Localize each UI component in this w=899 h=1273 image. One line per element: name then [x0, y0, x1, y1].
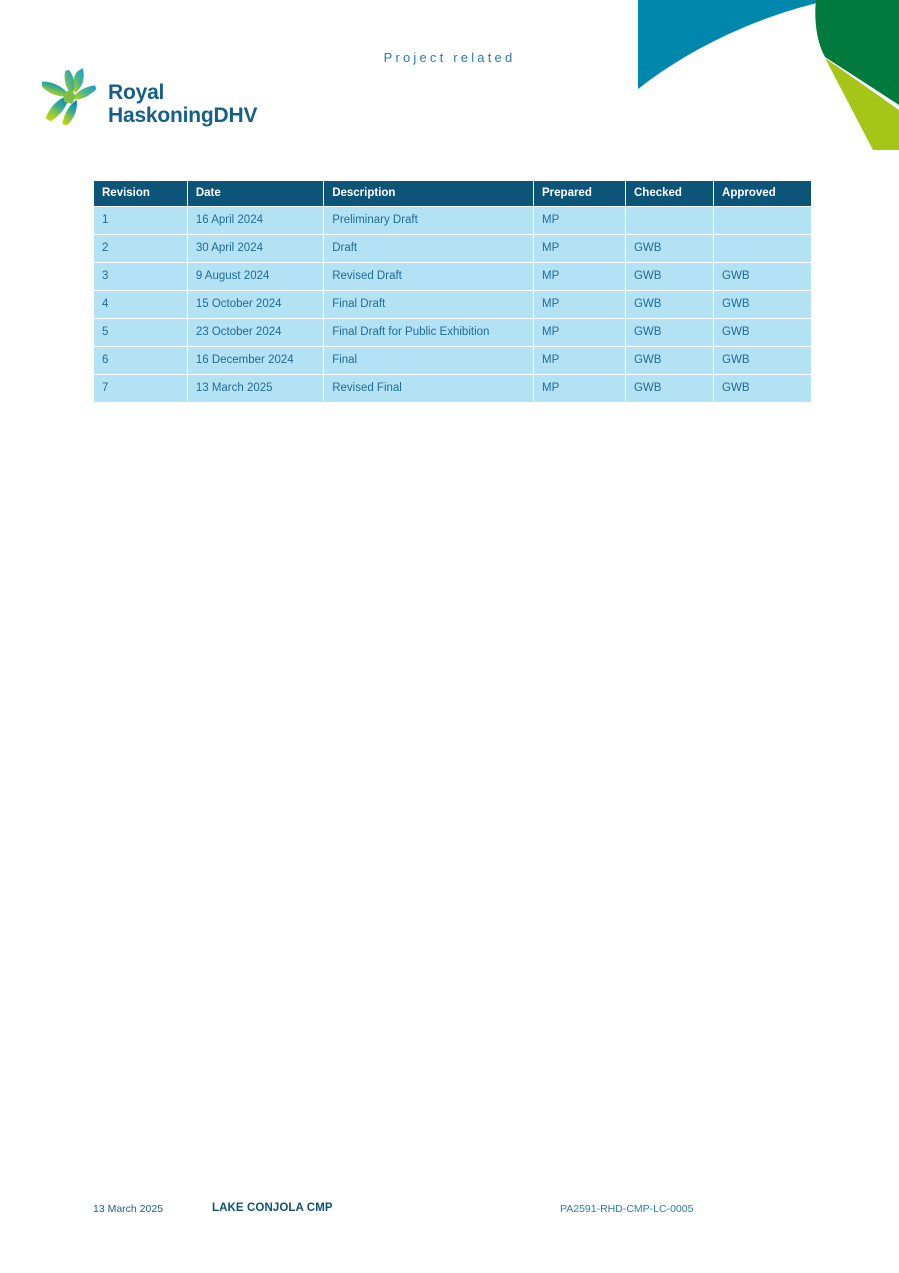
- rhdhv-wordmark-line2: HaskoningDHV: [108, 104, 258, 128]
- table-row: 4 15 October 2024 Final Draft MP GWB GWB: [94, 291, 811, 318]
- cell-approved: GWB: [714, 375, 811, 402]
- royal-haskoningdhv-logo: Royal HaskoningDHV: [40, 66, 257, 130]
- cell-approved: GWB: [714, 263, 811, 290]
- cell-revision: 3: [94, 263, 187, 290]
- cell-date: 16 April 2024: [187, 207, 324, 234]
- cell-revision: 6: [94, 347, 187, 374]
- cell-revision: 5: [94, 319, 187, 346]
- cell-checked: GWB: [625, 291, 714, 318]
- cell-prepared: MP: [534, 263, 625, 290]
- cell-approved: GWB: [714, 319, 811, 346]
- cell-description: Revised Draft: [324, 263, 533, 290]
- cell-revision: 7: [94, 375, 187, 402]
- cell-approved: GWB: [714, 291, 811, 318]
- cell-description: Preliminary Draft: [324, 207, 533, 234]
- footer-date: 13 March 2025: [93, 1203, 164, 1215]
- page-header-label: Project related: [383, 50, 516, 65]
- cell-approved: [714, 235, 811, 262]
- column-header-description: Description: [324, 181, 533, 206]
- cell-date: 13 March 2025: [187, 375, 324, 402]
- table-row: 2 30 April 2024 Draft MP GWB: [94, 235, 811, 262]
- footer-document-number: PA2591-RHD-CMP-LC-0005: [560, 1203, 694, 1215]
- cell-description: Final Draft: [324, 291, 533, 318]
- cell-revision: 4: [94, 291, 187, 318]
- shoalhaven-city-council-logo: Shoalhaven City Council: [674, 81, 816, 136]
- cell-date: 16 December 2024: [187, 347, 324, 374]
- cell-description: Revised Final: [324, 375, 533, 402]
- column-header-checked: Checked: [625, 181, 714, 206]
- footer-project-title: LAKE CONJOLA CMP: [212, 1202, 333, 1214]
- column-header-revision: Revision: [94, 181, 187, 206]
- column-header-prepared: Prepared: [534, 181, 625, 206]
- cell-prepared: MP: [534, 375, 625, 402]
- rhdhv-star-icon: [41, 67, 97, 126]
- cell-approved: GWB: [714, 347, 811, 374]
- table-row: 7 13 March 2025 Revised Final MP GWB GWB: [94, 375, 811, 402]
- cell-date: 23 October 2024: [187, 319, 324, 346]
- table-row: 1 16 April 2024 Preliminary Draft MP: [94, 207, 811, 234]
- table-row: 3 9 August 2024 Revised Draft MP GWB GWB: [94, 263, 811, 290]
- column-header-approved: Approved: [714, 181, 811, 206]
- rhdhv-wordmark-line1: Royal: [108, 80, 165, 104]
- cell-revision: 1: [94, 207, 187, 234]
- cell-prepared: MP: [534, 207, 625, 234]
- column-header-date: Date: [187, 181, 324, 206]
- cell-date: 30 April 2024: [187, 235, 324, 262]
- cell-revision: 2: [94, 235, 187, 262]
- cell-prepared: MP: [534, 347, 625, 374]
- cell-date: 15 October 2024: [187, 291, 324, 318]
- rhdhv-wordmark: Royal HaskoningDHV: [108, 81, 257, 130]
- cell-checked: GWB: [625, 347, 714, 374]
- cell-description: Final: [324, 347, 533, 374]
- cell-checked: [625, 207, 714, 234]
- cell-checked: GWB: [625, 235, 714, 262]
- cell-description: Final Draft for Public Exhibition: [324, 319, 533, 346]
- table-row: 5 23 October 2024 Final Draft for Public…: [94, 319, 811, 346]
- cell-prepared: MP: [534, 235, 625, 262]
- shoalhaven-subtitle: City Council: [704, 112, 795, 131]
- revision-history-table: Revision Date Description Prepared Check…: [93, 180, 812, 403]
- page-footer: 13 March 2025 LAKE CONJOLA CMP PA2591-RH…: [93, 1202, 812, 1219]
- cell-checked: GWB: [625, 263, 714, 290]
- cell-checked: GWB: [625, 319, 714, 346]
- table-row: 6 16 December 2024 Final MP GWB GWB: [94, 347, 811, 374]
- cell-approved: [714, 207, 811, 234]
- cell-prepared: MP: [534, 291, 625, 318]
- cell-checked: GWB: [625, 375, 714, 402]
- cell-prepared: MP: [534, 319, 625, 346]
- table-header-row: Revision Date Description Prepared Check…: [94, 181, 811, 206]
- cell-date: 9 August 2024: [187, 263, 324, 290]
- cell-description: Draft: [324, 235, 533, 262]
